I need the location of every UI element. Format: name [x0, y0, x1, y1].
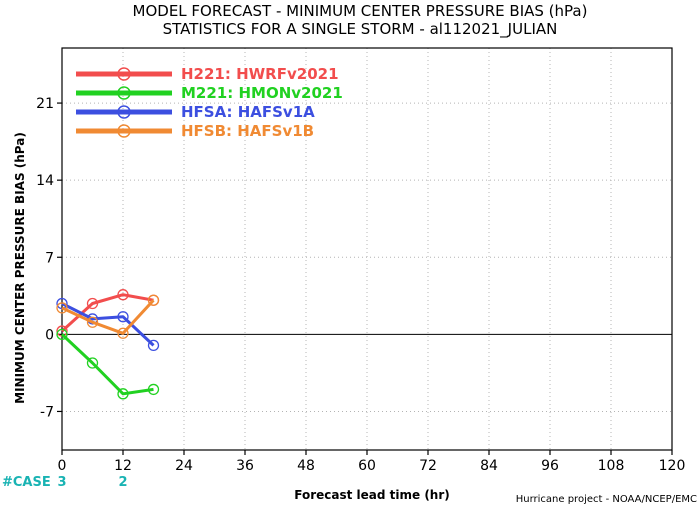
- y-axis-label: MINIMUM CENTER PRESSURE BIAS (hPa): [13, 132, 27, 404]
- legend-label: HFSA: HAFSv1A: [181, 103, 315, 121]
- grid: [62, 48, 672, 450]
- x-tick-label: 0: [58, 458, 67, 474]
- x-tick-label: 60: [358, 458, 376, 474]
- y-tick-label: 14: [36, 173, 54, 189]
- legend-label: H221: HWRFv2021: [181, 65, 339, 83]
- legend-marker: [117, 124, 131, 138]
- data-point: [117, 327, 129, 339]
- legend-entry: HFSA: HAFSv1A: [76, 103, 315, 121]
- data-point: [147, 294, 160, 306]
- case-count: 2: [118, 475, 127, 490]
- x-tick-label: 84: [480, 458, 498, 474]
- case-label: #CASE: [2, 475, 51, 490]
- legend-entry: HFSB: HAFSv1B: [76, 122, 314, 140]
- legend-label: HFSB: HAFSv1B: [181, 122, 314, 140]
- series-line: [60, 293, 154, 333]
- series-m221: [56, 328, 160, 400]
- series-layer: [56, 289, 160, 400]
- data-point: [117, 311, 129, 323]
- data-point: [117, 289, 129, 301]
- x-tick-label: 96: [541, 458, 559, 474]
- chart-subtitle: STATISTICS FOR A SINGLE STORM - al112021…: [163, 20, 558, 39]
- legend-entry: M221: HMONv2021: [76, 84, 343, 102]
- x-tick-label: 12: [114, 458, 132, 474]
- data-point: [117, 388, 129, 400]
- x-tick-label: 72: [419, 458, 437, 474]
- x-tick-label: 48: [297, 458, 315, 474]
- data-point: [86, 316, 99, 328]
- legend-label: M221: HMONv2021: [181, 84, 343, 102]
- legend-marker: [117, 105, 131, 119]
- x-axis: 0 12 24 36 48 60 72 84 96 108 120: [58, 450, 686, 474]
- x-axis-label: Forecast lead time (hr): [294, 488, 450, 502]
- x-tick-label: 36: [236, 458, 254, 474]
- x-tick-label: 24: [175, 458, 193, 474]
- series-line: [61, 299, 155, 335]
- series-line: [60, 333, 154, 396]
- case-count: 3: [57, 475, 66, 490]
- y-tick-label: -7: [40, 404, 54, 420]
- credit-text: Hurricane project - NOAA/NCEP/EMC: [516, 494, 697, 505]
- legend-marker: [117, 67, 131, 81]
- data-point: [147, 383, 160, 396]
- legend-entry: H221: HWRFv2021: [76, 65, 339, 83]
- series-line: [61, 302, 155, 347]
- y-tick-label: 21: [36, 96, 54, 112]
- legend-marker: [117, 86, 131, 100]
- chart-title: MODEL FORECAST - MINIMUM CENTER PRESSURE…: [133, 2, 588, 20]
- data-point: [86, 297, 99, 310]
- data-point: [147, 339, 160, 352]
- x-tick-label: 108: [598, 458, 625, 474]
- y-axis: -7 0 7 14 21: [36, 96, 62, 420]
- x-tick-label: 120: [659, 458, 686, 474]
- data-point: [56, 302, 68, 314]
- data-point: [56, 328, 68, 341]
- series-hfsb: [56, 294, 160, 339]
- data-point: [86, 357, 99, 369]
- y-tick-label: 0: [45, 327, 54, 343]
- y-tick-label: 7: [45, 250, 54, 266]
